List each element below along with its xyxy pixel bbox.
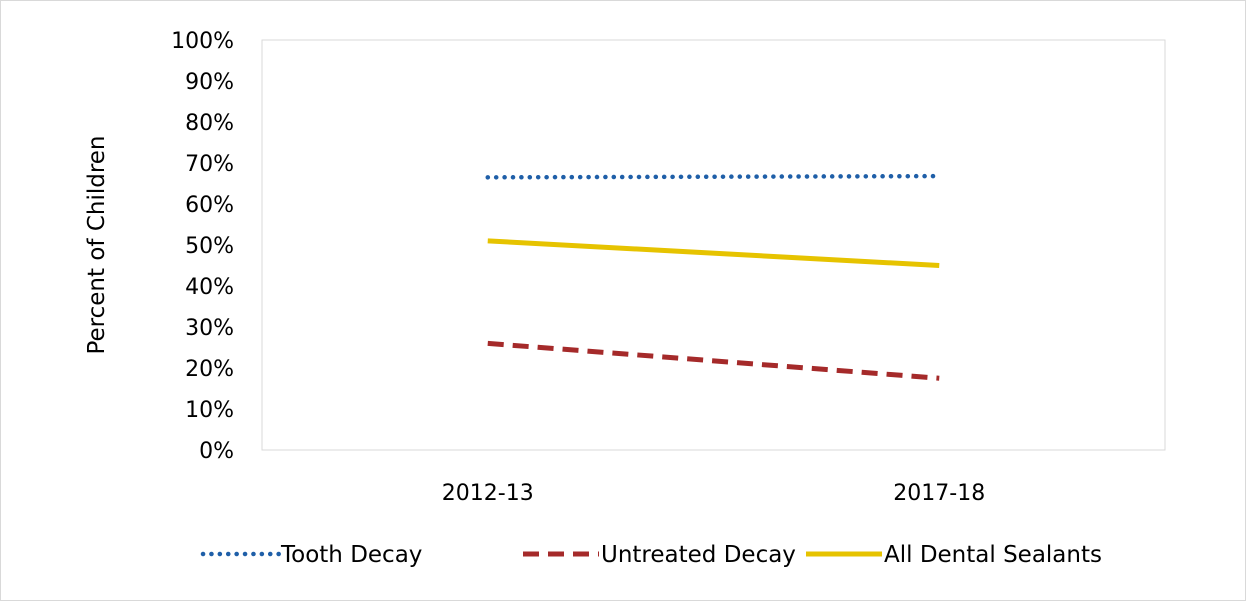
y-tick-label: 70% (185, 152, 234, 177)
x-tick-label: 2017-18 (893, 481, 985, 506)
y-tick-label: 10% (185, 398, 234, 423)
y-tick-label: 90% (185, 70, 234, 95)
y-tick-label: 60% (185, 193, 234, 218)
legend-label: Tooth Decay (280, 542, 422, 568)
x-axis-ticks: 2012-13 2017-18 (442, 481, 985, 506)
y-tick-label: 80% (185, 111, 234, 136)
series-line-all-dental-sealants (487, 238, 940, 268)
series-line-untreated-decay (487, 340, 940, 381)
y-tick-label: 0% (199, 439, 234, 464)
y-axis-ticks: 0% 10% 20% 30% 40% 50% 60% 70% 80% 90% 100% (171, 29, 234, 464)
y-tick-label: 30% (185, 316, 234, 341)
plot-area (261, 39, 1166, 451)
legend: Tooth Decay Untreated Decay All Dental Sea… (200, 542, 1102, 568)
y-tick-label: 100% (171, 29, 234, 54)
y-tick-label: 40% (185, 275, 234, 300)
series-line-tooth-decay (485, 173, 942, 180)
x-tick-label: 2012-13 (442, 481, 534, 506)
legend-label: All Dental Sealants (884, 542, 1102, 568)
legend-label: Untreated Decay (601, 542, 796, 568)
y-axis-label: Percent of Children (84, 135, 110, 354)
y-tick-label: 50% (185, 234, 234, 259)
series-lines (485, 173, 942, 381)
y-tick-label: 20% (185, 357, 234, 382)
